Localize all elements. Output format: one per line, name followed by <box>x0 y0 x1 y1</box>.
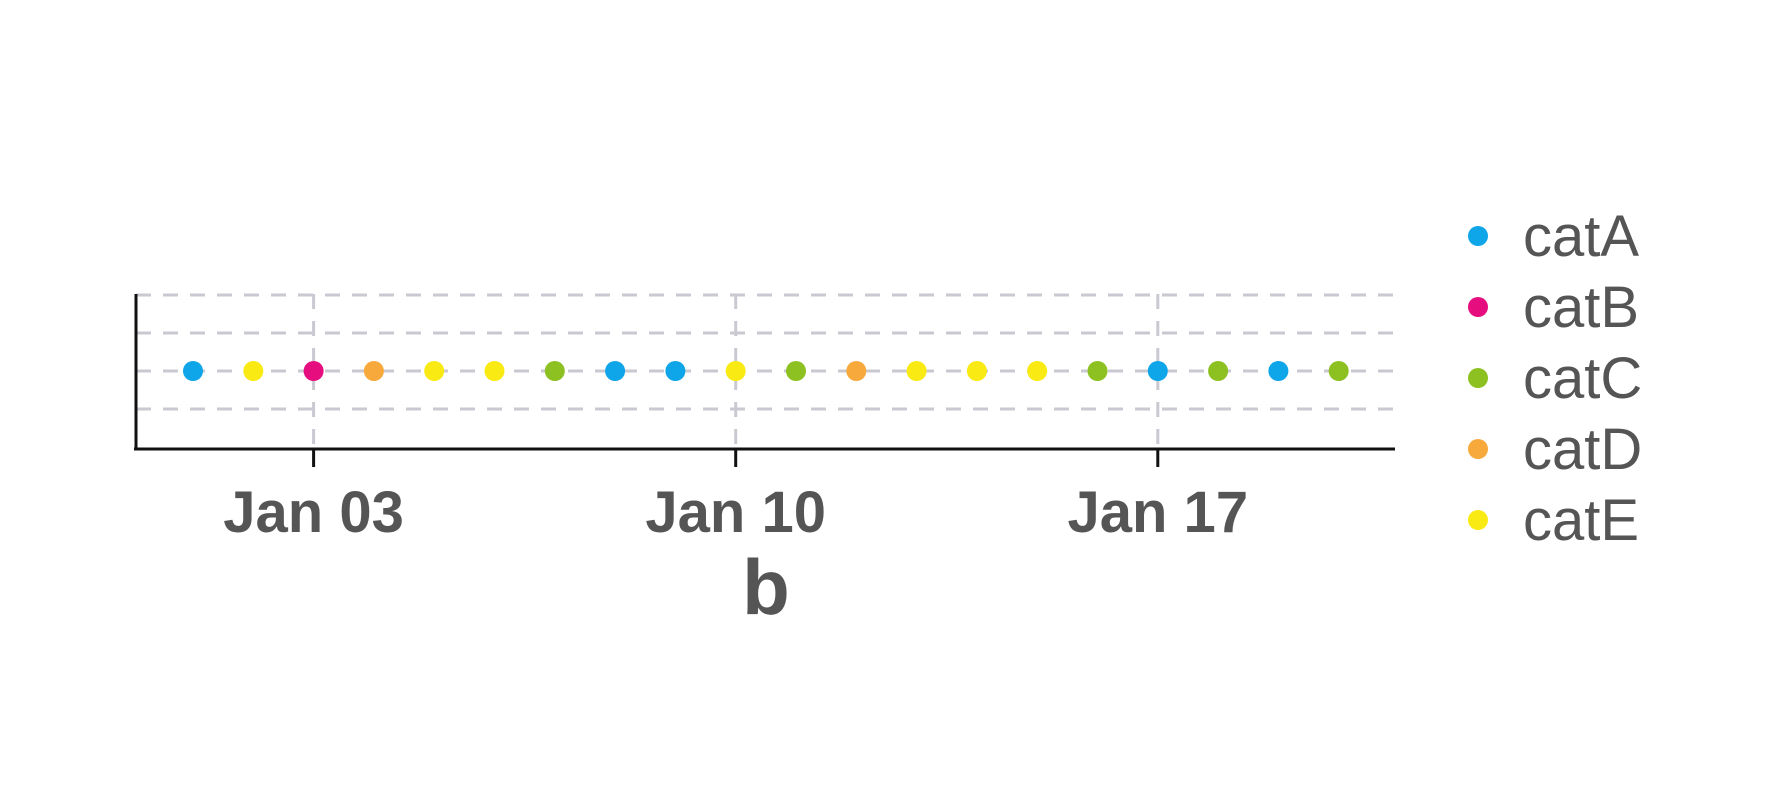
x-tick-label: Jan 03 <box>223 480 404 545</box>
data-points <box>183 361 1349 381</box>
legend-label-catD: catD <box>1523 417 1642 482</box>
data-point-catE <box>243 361 264 381</box>
legend-marker-catC <box>1468 368 1488 388</box>
data-point-catC <box>544 361 565 381</box>
x-tick-label: Jan 10 <box>645 480 826 545</box>
data-point-catA <box>1147 361 1168 381</box>
data-point-catC <box>1087 361 1108 381</box>
data-point-catC <box>1208 361 1229 381</box>
grid-lines <box>136 293 1395 449</box>
data-point-catA <box>665 361 686 381</box>
data-point-catE <box>966 361 987 381</box>
legend-marker-catA <box>1468 226 1488 246</box>
data-point-catA <box>1268 361 1289 381</box>
legend-label-catE: catE <box>1523 488 1639 553</box>
data-point-catE <box>725 361 746 381</box>
data-point-catB <box>303 361 324 381</box>
data-point-catC <box>1328 361 1349 381</box>
data-point-catD <box>846 361 867 381</box>
data-point-catA <box>605 361 626 381</box>
legend-label-catA: catA <box>1523 204 1639 269</box>
legend-label-catB: catB <box>1523 275 1639 340</box>
x-axis-ticks <box>312 449 1160 467</box>
x-tick-label: Jan 17 <box>1068 480 1249 545</box>
data-point-catD <box>363 361 384 381</box>
data-point-catE <box>484 361 505 381</box>
legend-marker-catB <box>1468 297 1488 317</box>
x-axis-title: b <box>742 543 790 631</box>
legend-label-catC: catC <box>1523 346 1642 411</box>
data-point-catE <box>1027 361 1048 381</box>
data-point-catE <box>906 361 927 381</box>
data-point-catA <box>183 361 203 381</box>
data-point-catE <box>424 361 445 381</box>
legend-marker-catE <box>1468 510 1488 530</box>
data-point-catC <box>786 361 806 381</box>
legend-marker-catD <box>1468 439 1488 459</box>
x-tick-labels: Jan 03 Jan 10 Jan 17 <box>223 480 1248 545</box>
